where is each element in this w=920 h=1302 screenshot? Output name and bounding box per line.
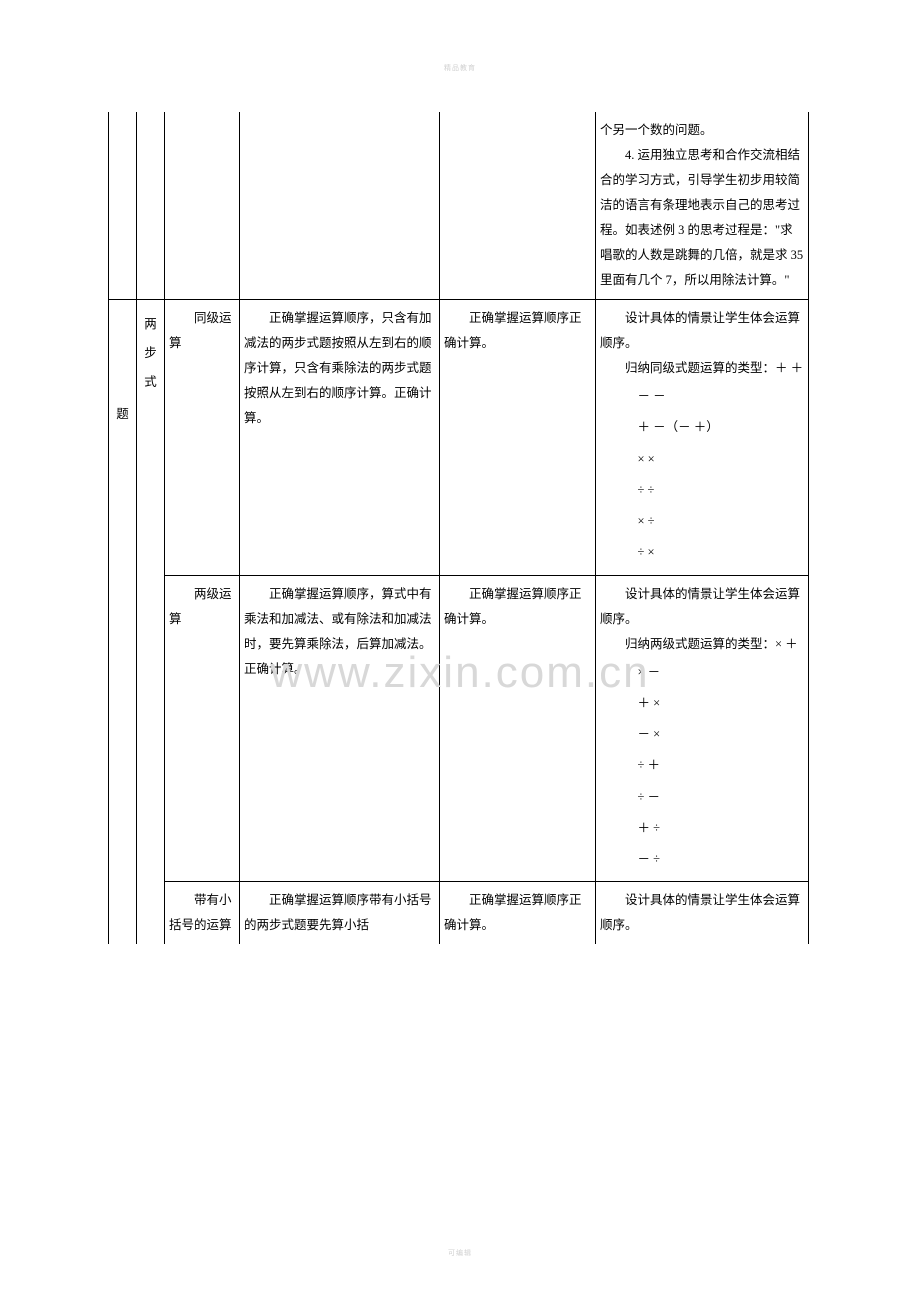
sub-char-1: 两	[141, 310, 160, 339]
cell-r3-c5: 正确掌握运算顺序正确计算。	[440, 575, 596, 882]
cell-r2-c6: 设计具体的情景让学生体会运算顺序。 归纳同级式题运算的类型：＋ ＋ － － ＋ …	[596, 300, 809, 576]
r2-type-4: ÷ ÷	[638, 475, 805, 506]
cell-r4-c6: 设计具体的情景让学生体会运算顺序。	[596, 882, 809, 945]
r4-intro-1: 设计具体的情景让学生体会运算顺序。	[600, 888, 804, 938]
sub-char-2: 步	[141, 339, 160, 368]
r2-type-1: － －	[638, 381, 805, 412]
table-container: 个另一个数的问题。 4. 运用独立思考和合作交流相结合的学习方式，引导学生初步用…	[108, 112, 808, 944]
r3-c5-text: 正确掌握运算顺序正确计算。	[444, 582, 591, 632]
cell-r1-c2	[137, 112, 165, 300]
cell-r4-c3: 带有小括号的运算	[165, 882, 240, 945]
r2-intro-1: 设计具体的情景让学生体会运算顺序。	[600, 306, 804, 356]
r4-c4-text: 正确掌握运算顺序带有小括号的两步式题要先算小括	[244, 888, 435, 938]
cell-r1-c1	[109, 112, 137, 300]
r2-c4-text: 正确掌握运算顺序，只含有加减法的两步式题按照从左到右的顺序计算，只含有乘除法的两…	[244, 306, 435, 431]
r3-type-4: ÷ ＋	[638, 750, 805, 781]
topic-char: 题	[113, 400, 132, 429]
r4-c3-text: 带有小括号的运算	[169, 888, 235, 938]
table-row: 题 两 步 式 同级运算 正确掌握运算顺序，只含有加减法的两步式题按照从左到右的…	[109, 300, 809, 576]
cell-r4-c5: 正确掌握运算顺序正确计算。	[440, 882, 596, 945]
cell-r1-c6: 个另一个数的问题。 4. 运用独立思考和合作交流相结合的学习方式，引导学生初步用…	[596, 112, 809, 300]
cell-r3-c4: 正确掌握运算顺序，算式中有乘法和加减法、或有除法和加减法时，要先算乘除法，后算加…	[240, 575, 440, 882]
table-row: 个另一个数的问题。 4. 运用独立思考和合作交流相结合的学习方式，引导学生初步用…	[109, 112, 809, 300]
table-row: 两级运算 正确掌握运算顺序，算式中有乘法和加减法、或有除法和加减法时，要先算乘除…	[109, 575, 809, 882]
footer-text: 可编辑	[448, 1248, 472, 1258]
cell-r2-c5: 正确掌握运算顺序正确计算。	[440, 300, 596, 576]
cell-r1-c5	[440, 112, 596, 300]
cell-topic: 题	[109, 300, 137, 945]
cell-subtopic: 两 步 式	[137, 300, 165, 945]
table-row: 带有小括号的运算 正确掌握运算顺序带有小括号的两步式题要先算小括 正确掌握运算顺…	[109, 882, 809, 945]
cell-r3-c6: 设计具体的情景让学生体会运算顺序。 归纳两级式题运算的类型：× ＋ × － ＋ …	[596, 575, 809, 882]
r2-intro-2: 归纳同级式题运算的类型：＋ ＋	[600, 356, 804, 381]
cell-r1-c4	[240, 112, 440, 300]
r2-type-2: ＋ －（－ ＋）	[638, 412, 805, 443]
r2-c3-text: 同级运算	[169, 306, 235, 356]
cell-r3-c3: 两级运算	[165, 575, 240, 882]
r3-intro-1: 设计具体的情景让学生体会运算顺序。	[600, 582, 804, 632]
r2-type-5: × ÷	[638, 506, 805, 537]
r3-c4-text: 正确掌握运算顺序，算式中有乘法和加减法、或有除法和加减法时，要先算乘除法，后算加…	[244, 582, 435, 682]
r3-c3-text: 两级运算	[169, 582, 235, 632]
cell-r4-c4: 正确掌握运算顺序带有小括号的两步式题要先算小括	[240, 882, 440, 945]
r2-type-6: ÷ ×	[638, 537, 805, 568]
r1-p1: 个另一个数的问题。	[600, 118, 804, 143]
r3-type-1: × －	[638, 657, 805, 688]
cell-r1-c3	[165, 112, 240, 300]
r3-type-6: ＋ ÷	[638, 813, 805, 844]
cell-r2-c3: 同级运算	[165, 300, 240, 576]
r1-p2: 4. 运用独立思考和合作交流相结合的学习方式，引导学生初步用较简洁的语言有条理地…	[600, 143, 804, 293]
r2-c5-text: 正确掌握运算顺序正确计算。	[444, 306, 591, 356]
r3-type-5: ÷ －	[638, 782, 805, 813]
cell-r2-c4: 正确掌握运算顺序，只含有加减法的两步式题按照从左到右的顺序计算，只含有乘除法的两…	[240, 300, 440, 576]
sub-char-3: 式	[141, 368, 160, 397]
r2-type-3: × ×	[638, 444, 805, 475]
r3-type-7: － ÷	[638, 844, 805, 875]
r3-type-2: ＋ ×	[638, 688, 805, 719]
header-text: 精品教育	[444, 63, 476, 73]
r3-type-3: － ×	[638, 719, 805, 750]
r3-intro-2: 归纳两级式题运算的类型：× ＋	[600, 632, 804, 657]
r4-c5-text: 正确掌握运算顺序正确计算。	[444, 888, 591, 938]
main-table: 个另一个数的问题。 4. 运用独立思考和合作交流相结合的学习方式，引导学生初步用…	[108, 112, 809, 944]
